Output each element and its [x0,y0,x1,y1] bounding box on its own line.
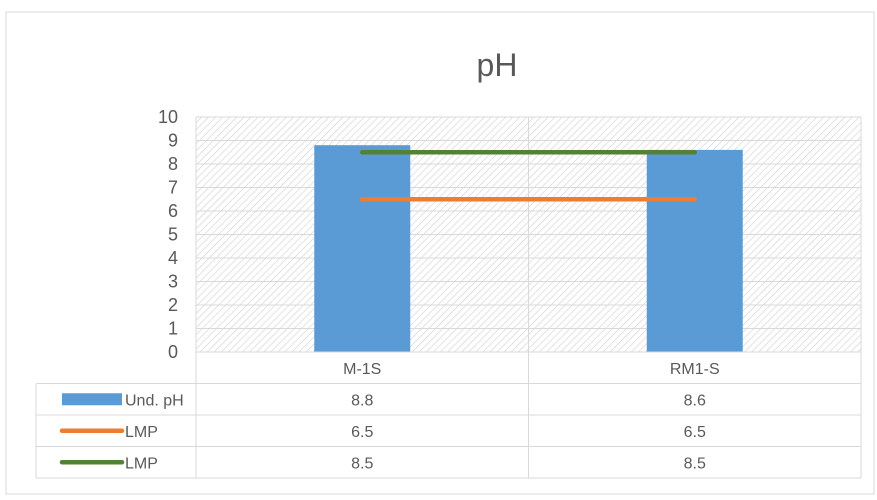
y-tick-label: 10 [158,107,178,127]
legend-label: Und. pH [125,392,184,409]
chart-title: pH [477,47,518,83]
y-tick-label: 9 [168,131,178,151]
data-label: 8.5 [684,455,706,472]
bar [646,149,743,352]
y-tick-label: 2 [168,295,178,315]
data-label: 6.5 [684,424,706,441]
y-tick-label: 5 [168,225,178,245]
legend-label: LMP [125,455,158,472]
data-label: 8.5 [351,455,373,472]
bar [314,145,411,352]
y-axis-ticks: 0 1 2 3 4 5 6 7 8 9 10 [158,107,178,362]
y-tick-label: 1 [168,319,178,339]
data-label: 8.8 [351,392,373,409]
legend-label: LMP [125,424,158,441]
gridlines [196,116,861,353]
x-tick-label: M-1S [343,361,381,378]
x-tick-label: RM1-S [670,361,720,378]
data-table: M-1S RM1-S Und. pH 8.8 8.6 LMP 6.5 6.5 LMP 8.5 8.5 [35,117,862,479]
data-label: 6.5 [351,424,373,441]
data-label: 8.6 [684,392,706,409]
y-tick-label: 3 [168,272,178,292]
legend-key-bar [62,393,122,406]
y-tick-label: 0 [168,342,178,362]
bar-series [314,145,743,352]
y-tick-label: 6 [168,201,178,221]
y-tick-label: 4 [168,248,178,268]
y-tick-label: 8 [168,154,178,174]
line-series [360,150,697,202]
y-tick-label: 7 [168,178,178,198]
